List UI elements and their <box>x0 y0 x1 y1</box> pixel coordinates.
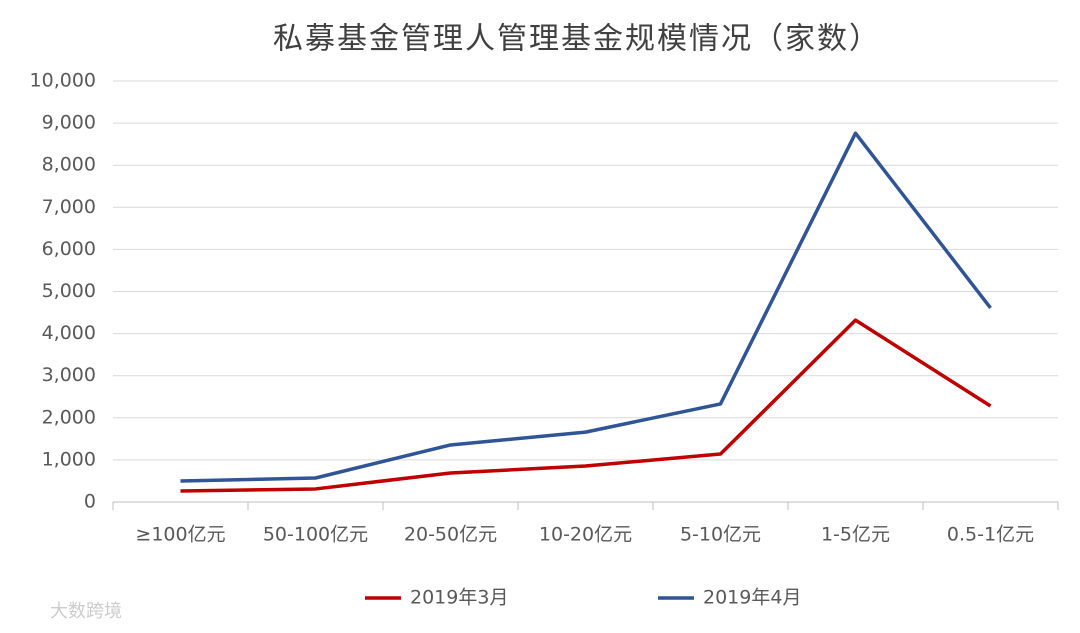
y-tick-label: 8,000 <box>42 154 96 176</box>
y-tick-label: 5,000 <box>42 280 96 302</box>
y-tick-label: 6,000 <box>42 238 96 260</box>
x-tick-label: 50-100亿元 <box>263 524 368 546</box>
y-tick-label: 2,000 <box>42 406 96 428</box>
x-tick-label: 10-20亿元 <box>539 524 632 546</box>
x-tick-label: 1-5亿元 <box>821 524 890 546</box>
x-tick-label: ≥100亿元 <box>135 524 225 546</box>
y-tick-label: 1,000 <box>42 448 96 470</box>
y-tick-label: 10,000 <box>30 70 96 92</box>
legend-label: 2019年4月 <box>703 587 801 609</box>
y-tick-label: 3,000 <box>42 364 96 386</box>
y-tick-label: 7,000 <box>42 196 96 218</box>
series-line <box>180 318 992 493</box>
watermark: 大数跨境 <box>50 601 122 622</box>
chart-title: 私募基金管理人管理基金规模情况（家数） <box>273 22 881 57</box>
legend-label: 2019年3月 <box>410 587 508 609</box>
y-tick-label: 9,000 <box>42 112 96 134</box>
x-tick-label: 20-50亿元 <box>404 524 497 546</box>
x-tick-label: 0.5-1亿元 <box>947 524 1034 546</box>
x-tick-label: 5-10亿元 <box>680 524 761 546</box>
series-line <box>180 131 992 483</box>
y-tick-label: 4,000 <box>42 322 96 344</box>
y-tick-label: 0 <box>84 491 96 513</box>
